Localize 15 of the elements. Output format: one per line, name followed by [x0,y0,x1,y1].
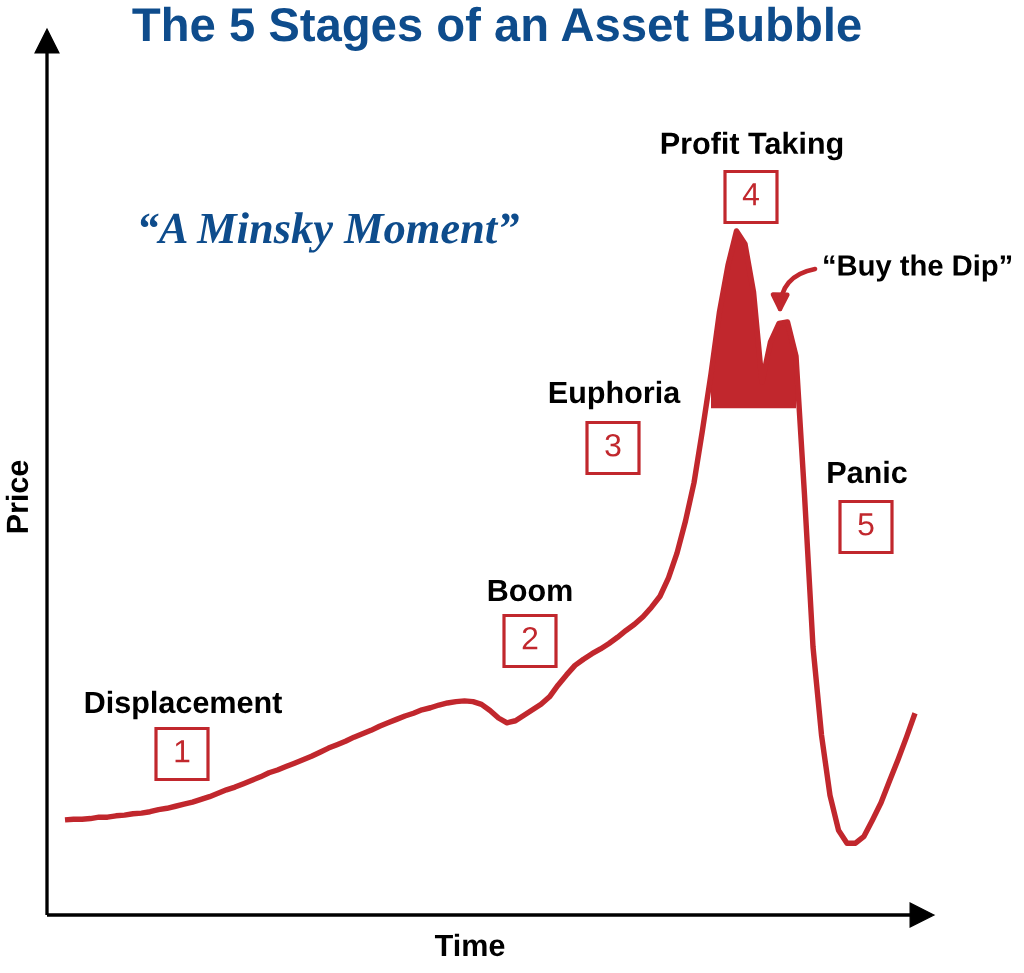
annotation: Displacement [85,690,282,720]
text: 4 [742,183,759,206]
annotation: Euphoria [549,380,681,410]
chart-title: The 5 Stages of an Asset Bubble [132,6,861,52]
text: Profit Taking [661,131,843,161]
y-axis-title: Price [5,460,29,533]
annotation: Boom [488,579,572,602]
annotation: 1 [175,740,190,763]
annotation: 3 [605,433,621,457]
annotation: Panic [828,460,907,484]
annotation: 2 [522,626,538,650]
annotation: 5 [858,513,874,536]
chart-subtitle: “A Minsky Moment” [140,212,519,253]
annotation: “Buy the Dip” [824,254,1012,282]
x-axis-title: Time [434,933,505,957]
